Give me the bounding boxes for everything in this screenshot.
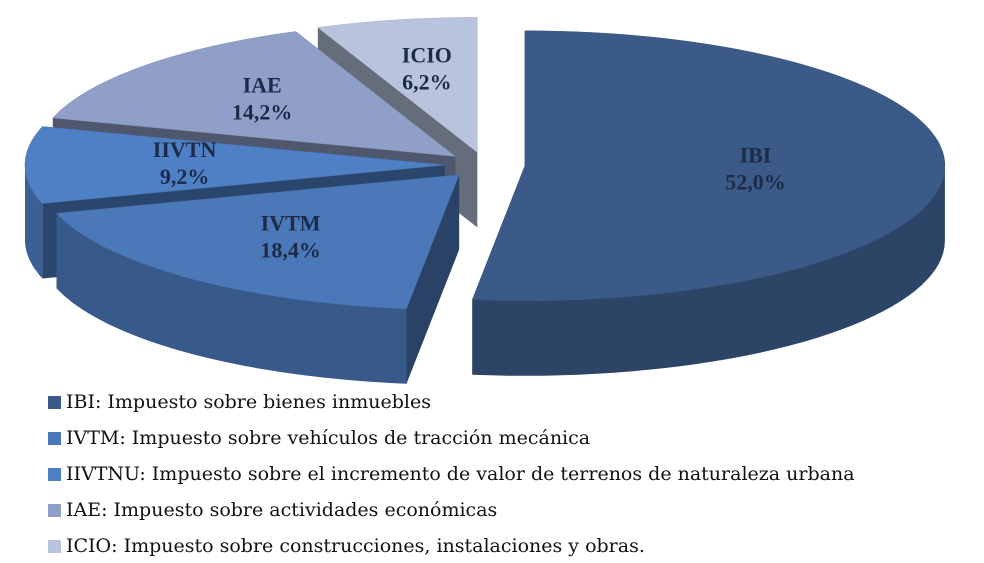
legend-label: IIVTNU: Impuesto sobre el incremento de … xyxy=(66,463,855,485)
slice-top xyxy=(55,174,460,309)
slice-label: IIVTN xyxy=(153,137,217,162)
legend-label: IBI: Impuesto sobre bienes inmuebles xyxy=(66,391,431,413)
legend-swatch xyxy=(48,396,61,409)
slice-top xyxy=(52,31,457,157)
legend-swatch xyxy=(48,468,61,481)
slice-wall xyxy=(56,213,407,384)
slice-wall xyxy=(25,165,43,279)
slice-label: IAE xyxy=(243,72,282,97)
slice xyxy=(55,174,460,384)
legend-swatch xyxy=(48,504,61,517)
legend-label: IVTM: Impuesto sobre vehículos de tracci… xyxy=(66,427,590,449)
slice-label: IVTM xyxy=(261,211,321,236)
slice-top xyxy=(317,17,478,153)
slice-value-label: 18,4% xyxy=(260,238,321,263)
legend-swatch xyxy=(48,540,61,553)
slice-value-label: 9,2% xyxy=(160,164,210,189)
slice-value-label: 6,2% xyxy=(402,69,452,94)
slice-top xyxy=(24,126,446,204)
slice-wall xyxy=(472,165,945,376)
slice-label: IBI xyxy=(740,143,772,168)
slice-value-label: 52,0% xyxy=(725,170,786,195)
slice xyxy=(471,30,946,376)
slice-value-label: 14,2% xyxy=(232,99,293,124)
slice-label: ICIO xyxy=(402,42,452,67)
legend-label: IAE: Impuesto sobre actividades económic… xyxy=(66,499,497,521)
legend-swatch xyxy=(48,432,61,445)
legend-label: ICIO: Impuesto sobre construcciones, ins… xyxy=(66,535,645,557)
slice-top xyxy=(471,30,946,302)
